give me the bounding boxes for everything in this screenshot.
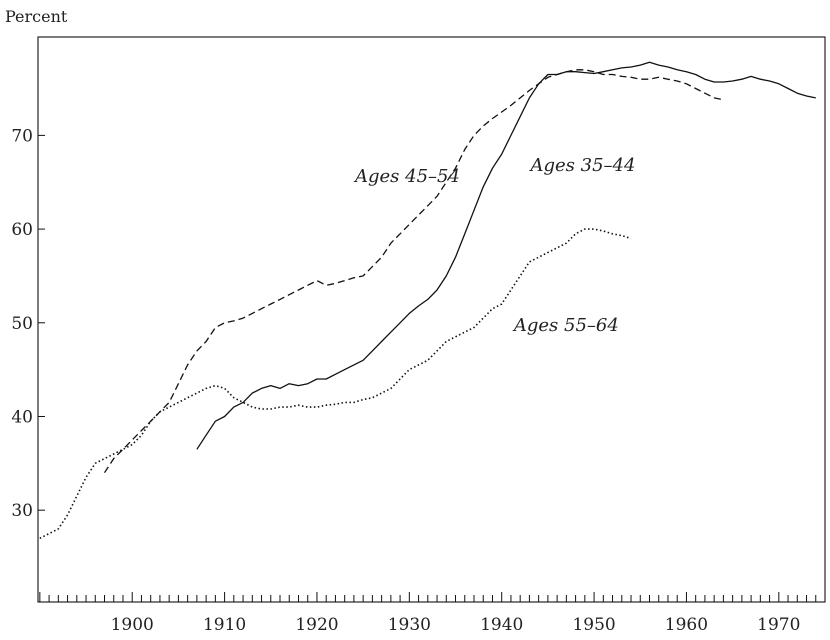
- x-tick-label: 1920: [295, 615, 338, 635]
- x-tick-label: 1960: [665, 615, 708, 635]
- y-tick-label: 40: [11, 407, 33, 427]
- series-label: Ages 35–44: [529, 155, 636, 176]
- y-tick-label: 50: [11, 314, 33, 334]
- x-axis-ticks: 1900 1910 1920 1930 1940 1950 1960 1970: [39, 592, 826, 635]
- x-tick-label: 1970: [757, 615, 800, 635]
- plot-border: [37, 36, 826, 603]
- x-tick-label: 1950: [572, 615, 615, 635]
- y-tick-label: 70: [11, 126, 33, 146]
- x-tick-label: 1940: [480, 615, 523, 635]
- y-axis-ticks: 30 40 50 60 70: [11, 126, 45, 521]
- y-tick-label: 30: [11, 501, 33, 521]
- series-labels: Ages 35–44 Ages 45–54 Ages 55–64: [353, 155, 635, 336]
- x-tick-label: 1900: [111, 615, 154, 635]
- y-tick-label: 60: [11, 220, 33, 240]
- series-label: Ages 55–64: [512, 315, 619, 336]
- series-line-dotted: [39, 228, 632, 540]
- x-tick-label: 1930: [388, 615, 431, 635]
- series-label: Ages 45–54: [353, 166, 460, 187]
- series-lines: [39, 61, 816, 540]
- plot-frame: [37, 36, 826, 603]
- y-axis-title: Percent: [5, 7, 68, 26]
- series-line-dashed: [103, 69, 724, 474]
- series-line-solid: [196, 61, 816, 450]
- x-tick-label: 1910: [203, 615, 246, 635]
